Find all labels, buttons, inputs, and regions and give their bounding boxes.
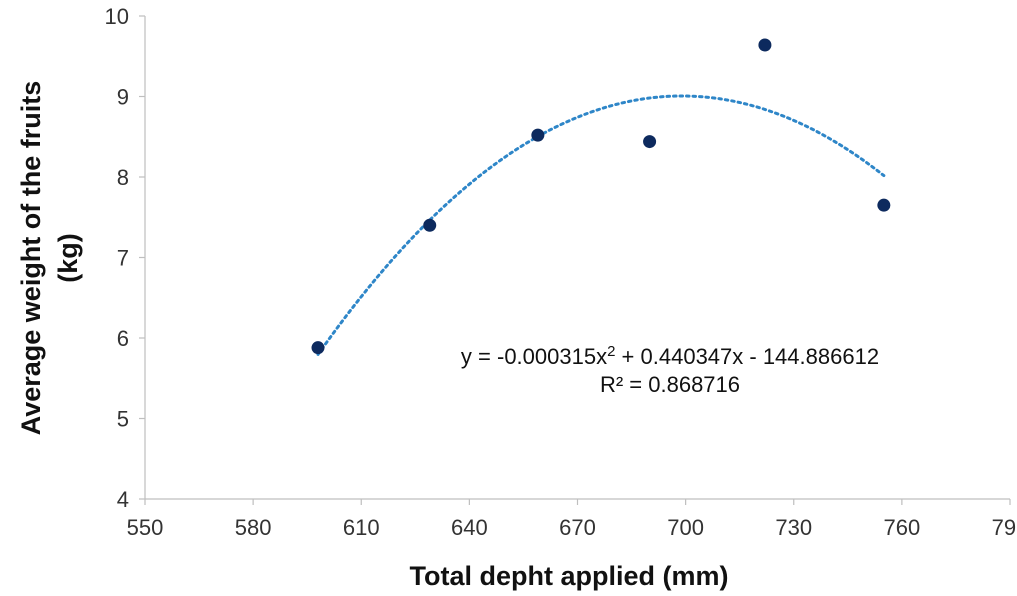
- labels-layer: Total depht applied (mm) Average weight …: [16, 81, 879, 591]
- y-tick-label: 7: [117, 246, 129, 271]
- equation-exponent: 2: [607, 343, 615, 360]
- equation-part-1: y = -0.000315x: [461, 344, 607, 369]
- y-tick-label: 4: [117, 487, 129, 512]
- y-tick-label: 9: [117, 85, 129, 110]
- trendline-equation: y = -0.000315x2 + 0.440347x - 144.886612: [461, 343, 879, 369]
- x-tick-label: 640: [451, 515, 488, 540]
- x-tick-label: 610: [343, 515, 380, 540]
- x-tick-label: 760: [884, 515, 921, 540]
- x-tick-label: 670: [559, 515, 596, 540]
- x-axis-title: Total depht applied (mm): [410, 561, 729, 591]
- trendline-layer: [316, 94, 886, 356]
- y-axis-title-line1: Average weight of the fruits: [16, 81, 46, 436]
- x-tick-label: 730: [775, 515, 812, 540]
- equation-part-2: + 0.440347x - 144.886612: [615, 344, 879, 369]
- r-squared-label: R² = 0.868716: [600, 372, 740, 397]
- x-tick-label: 550: [127, 515, 164, 540]
- data-point: [423, 218, 437, 232]
- data-point: [311, 341, 325, 355]
- x-tick-label: 790: [992, 515, 1017, 540]
- y-axis-title-line2: (kg): [53, 233, 83, 283]
- data-point: [758, 38, 772, 52]
- data-point: [643, 135, 657, 149]
- data-points-layer: [311, 38, 891, 355]
- x-tick-label: 700: [667, 515, 704, 540]
- data-point: [531, 128, 545, 142]
- data-point: [877, 198, 891, 212]
- trendline-curve: [316, 94, 886, 356]
- y-tick-label: 6: [117, 326, 129, 351]
- y-tick-label: 5: [117, 407, 129, 432]
- y-tick-label: 8: [117, 165, 129, 190]
- x-tick-label: 580: [235, 515, 272, 540]
- y-tick-label: 10: [105, 4, 129, 29]
- axes: 4 5 6 7 8 9 10 550 580 610 640 670 700 730 760 790: [105, 4, 1017, 540]
